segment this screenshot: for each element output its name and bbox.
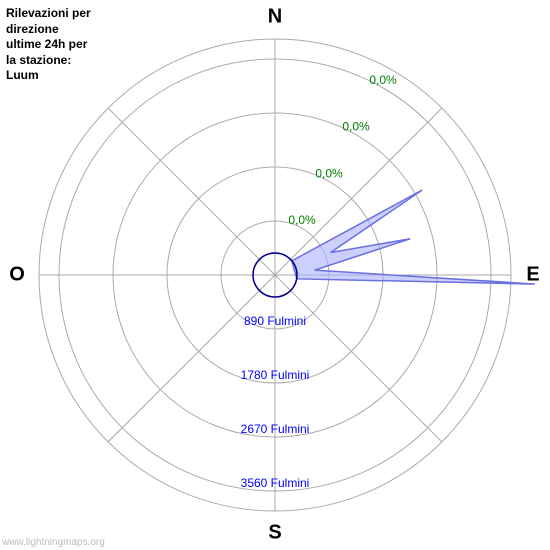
fulmini-label: 2670 Fulmini: [241, 422, 310, 436]
cardinal-N: N: [268, 5, 282, 27]
fulmini-label: 890 Fulmini: [244, 314, 306, 328]
cardinal-E: E: [526, 263, 539, 285]
cardinal-S: S: [268, 521, 281, 543]
pct-label: 0,0%: [369, 73, 397, 87]
pct-label: 0,0%: [288, 213, 316, 227]
cardinal-O: O: [9, 263, 25, 285]
pct-label: 0,0%: [315, 166, 343, 180]
grid-spoke: [275, 275, 442, 442]
fulmini-label: 1780 Fulmini: [241, 368, 310, 382]
grid-spoke: [108, 108, 275, 275]
polar-chart: 0,0% 0,0% 0,0% 0,0% 890 Fulmini 1780 Fulmini 2…: [0, 0, 550, 550]
fulmini-label: 3560 Fulmini: [241, 476, 310, 490]
pct-label: 0,0%: [342, 120, 370, 134]
grid-spoke: [108, 275, 275, 442]
